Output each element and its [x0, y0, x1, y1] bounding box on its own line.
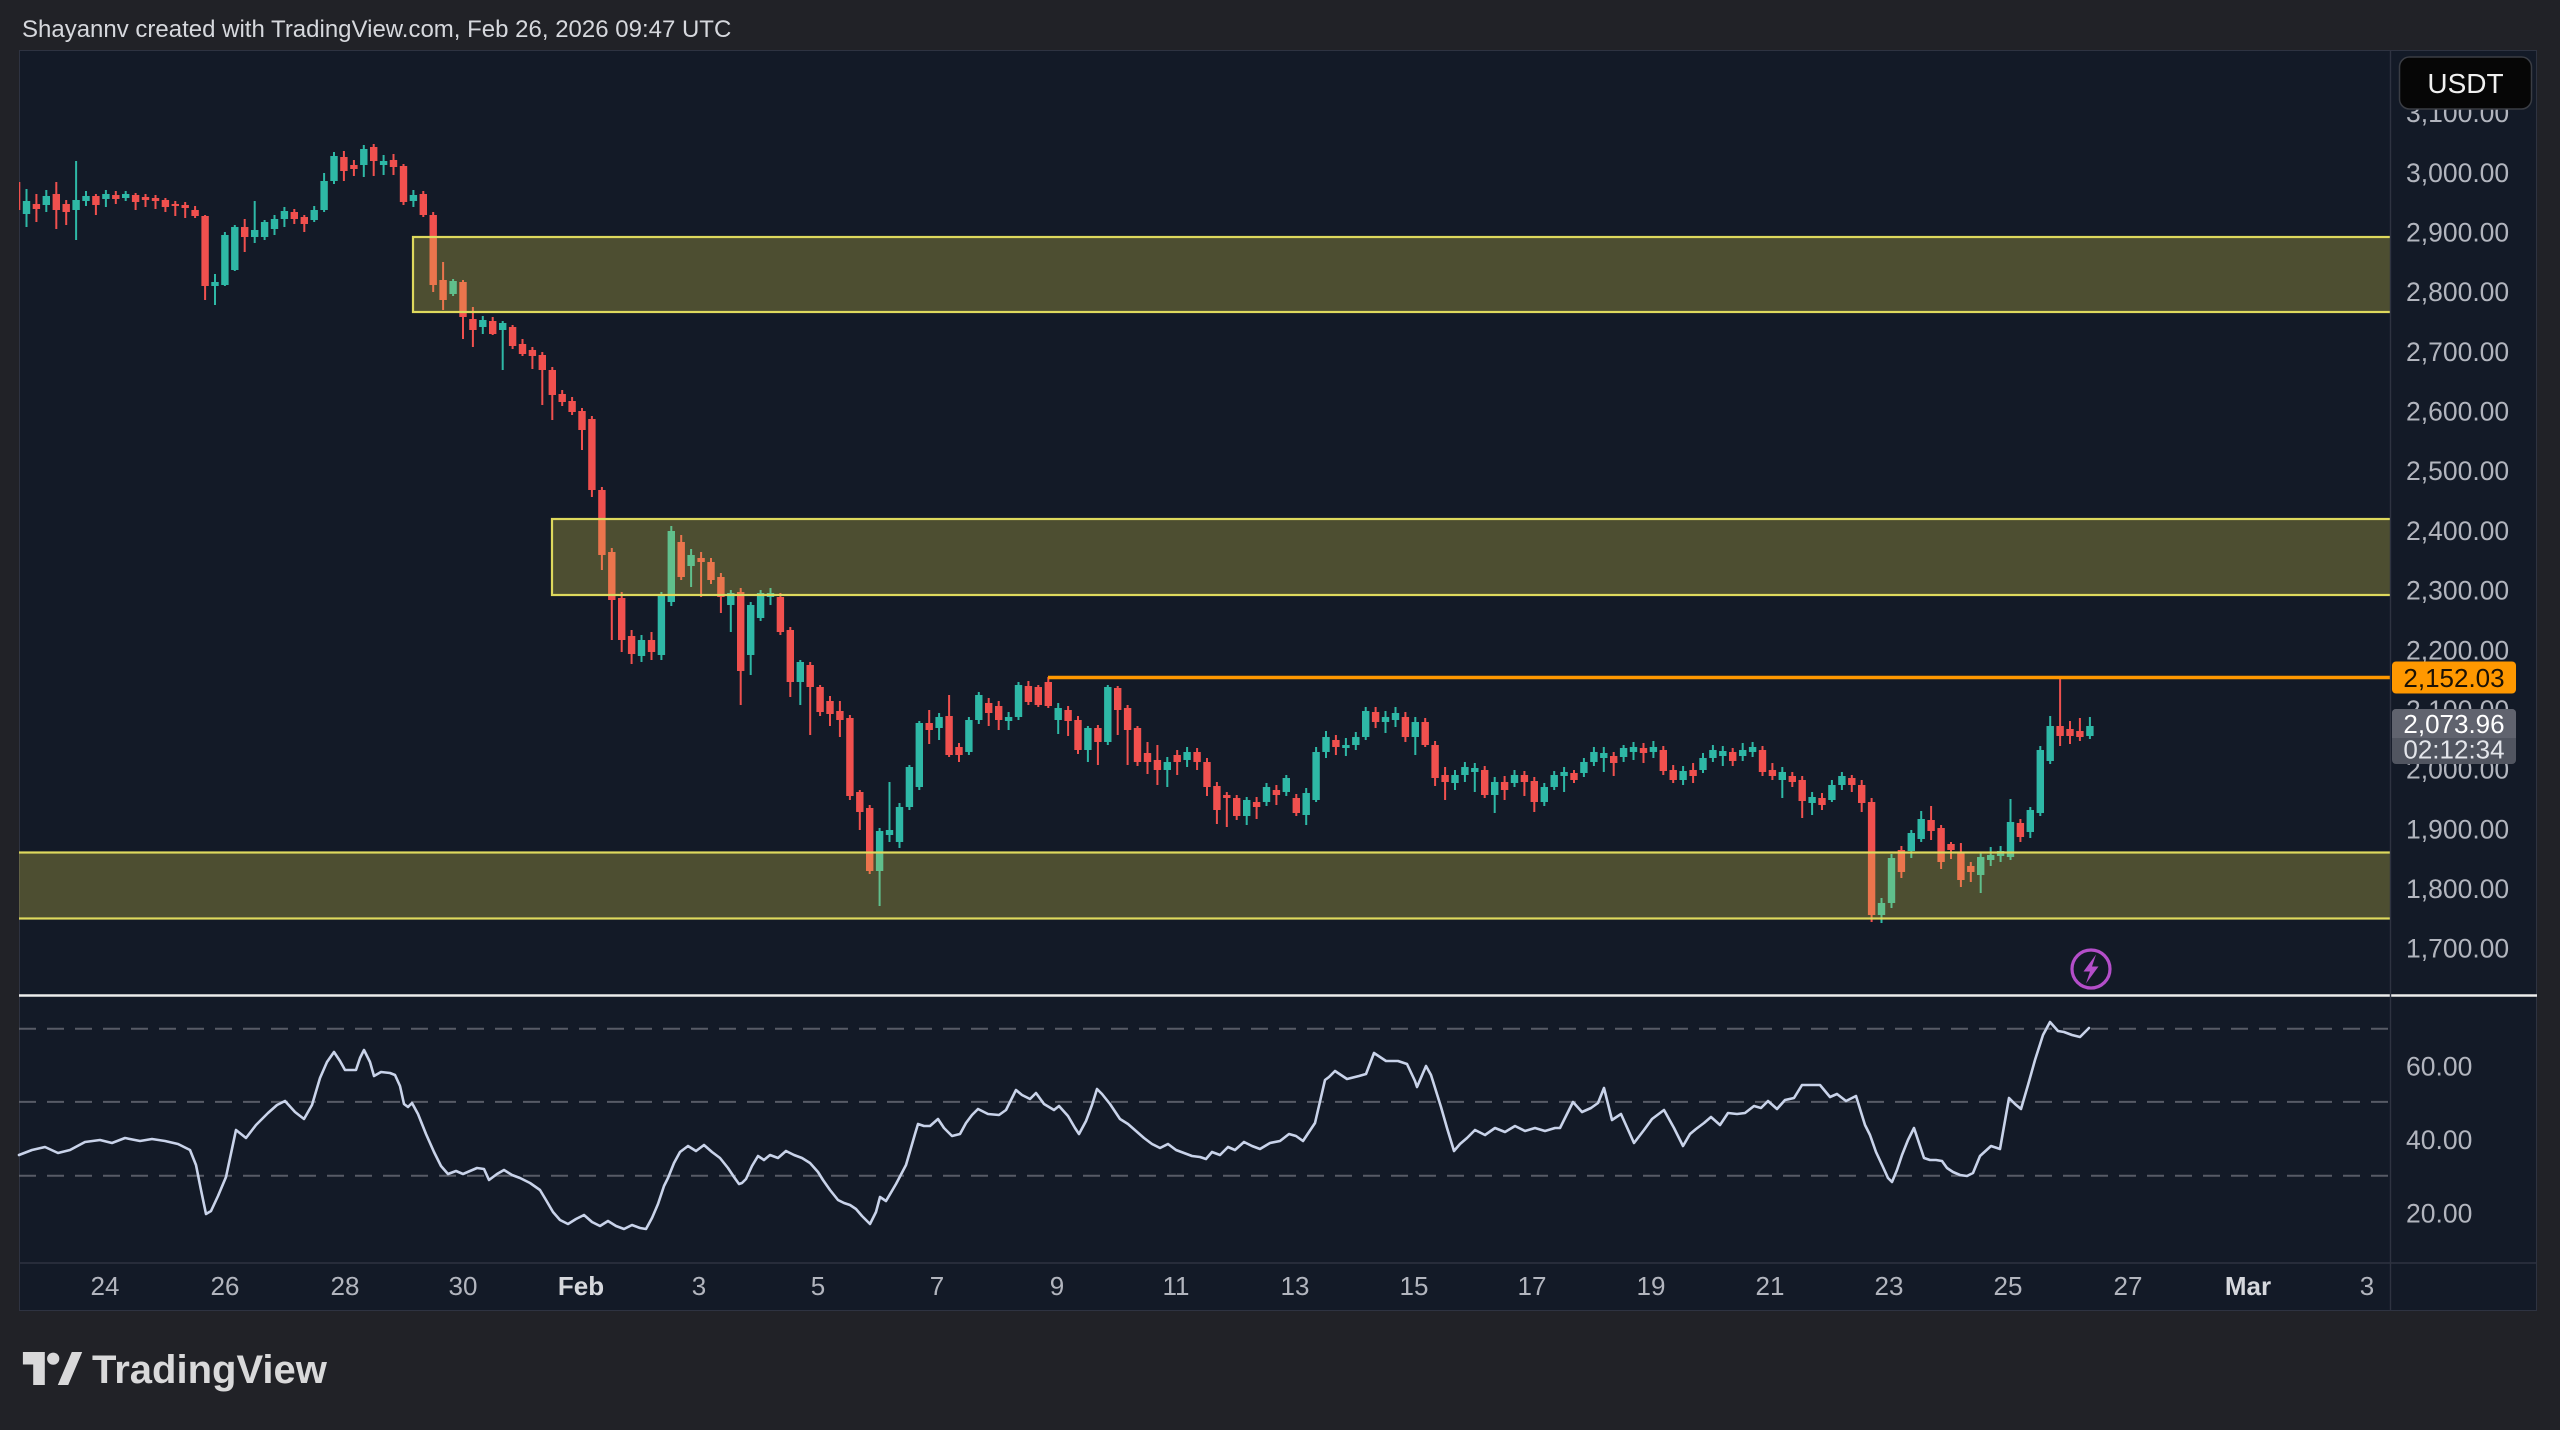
svg-text:5: 5 — [811, 1271, 825, 1301]
svg-text:2,200.00: 2,200.00 — [2406, 635, 2509, 665]
svg-text:USDT: USDT — [2427, 68, 2503, 99]
svg-text:7: 7 — [930, 1271, 944, 1301]
svg-text:28: 28 — [331, 1271, 360, 1301]
svg-text:3,000.00: 3,000.00 — [2406, 158, 2509, 188]
svg-text:24: 24 — [91, 1271, 120, 1301]
svg-text:TradingView: TradingView — [92, 1348, 328, 1392]
svg-text:17: 17 — [1518, 1271, 1547, 1301]
svg-text:1,800.00: 1,800.00 — [2406, 874, 2509, 904]
svg-text:3: 3 — [692, 1271, 706, 1301]
svg-text:2,152.03: 2,152.03 — [2403, 663, 2504, 693]
svg-text:11: 11 — [1163, 1271, 1190, 1301]
svg-text:30: 30 — [449, 1271, 478, 1301]
svg-text:2,700.00: 2,700.00 — [2406, 337, 2509, 367]
svg-text:19: 19 — [1637, 1271, 1666, 1301]
svg-text:13: 13 — [1281, 1271, 1310, 1301]
svg-text:2,073.96: 2,073.96 — [2403, 709, 2504, 739]
svg-text:21: 21 — [1756, 1271, 1785, 1301]
svg-text:25: 25 — [1994, 1271, 2023, 1301]
svg-text:15: 15 — [1400, 1271, 1429, 1301]
svg-text:26: 26 — [211, 1271, 240, 1301]
svg-text:60.00: 60.00 — [2406, 1052, 2472, 1082]
svg-text:9: 9 — [1050, 1271, 1064, 1301]
svg-text:2,800.00: 2,800.00 — [2406, 277, 2509, 307]
svg-text:1,900.00: 1,900.00 — [2406, 814, 2509, 844]
svg-text:20.00: 20.00 — [2406, 1199, 2472, 1229]
svg-text:Feb: Feb — [558, 1271, 604, 1301]
svg-text:23: 23 — [1875, 1271, 1904, 1301]
svg-text:27: 27 — [2114, 1271, 2143, 1301]
svg-text:3: 3 — [2360, 1271, 2374, 1301]
svg-text:2,600.00: 2,600.00 — [2406, 397, 2509, 427]
svg-text:02:12:34: 02:12:34 — [2403, 735, 2504, 765]
svg-text:2,400.00: 2,400.00 — [2406, 516, 2509, 546]
svg-text:2,900.00: 2,900.00 — [2406, 218, 2509, 248]
svg-text:40.00: 40.00 — [2406, 1125, 2472, 1155]
svg-text:Shayannv created with TradingV: Shayannv created with TradingView.com, F… — [22, 16, 731, 43]
svg-text:Mar: Mar — [2225, 1271, 2271, 1301]
svg-text:2,500.00: 2,500.00 — [2406, 456, 2509, 486]
svg-text:1,700.00: 1,700.00 — [2406, 934, 2509, 964]
svg-text:2,300.00: 2,300.00 — [2406, 576, 2509, 606]
